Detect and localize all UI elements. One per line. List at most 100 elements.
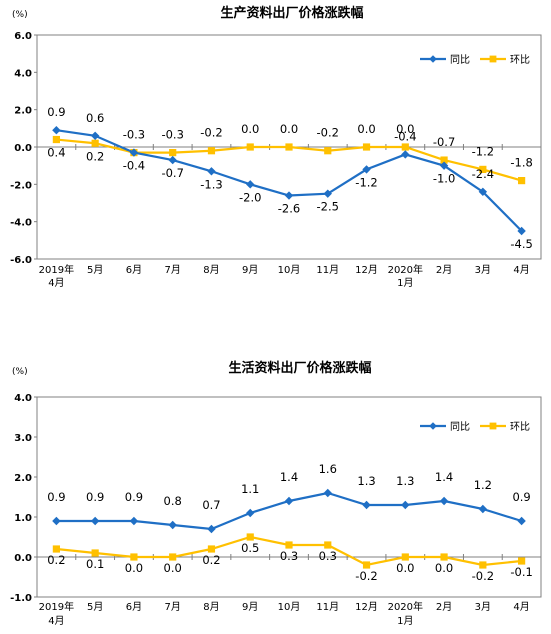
data-label: 0.0	[396, 561, 414, 575]
data-label: -0.4	[123, 159, 145, 173]
data-point	[479, 561, 487, 569]
x-tick-label: 1月	[397, 615, 413, 627]
data-label: -0.2	[355, 569, 377, 583]
data-point	[246, 180, 255, 189]
y-tick-label: -6.0	[10, 255, 32, 266]
y-tick-label: -1.0	[10, 593, 32, 604]
data-label: 1.1	[241, 482, 259, 496]
data-label: 0.2	[86, 149, 104, 163]
plot-area	[36, 396, 542, 598]
data-label: -1.3	[200, 177, 222, 191]
data-label: -1.2	[472, 144, 494, 158]
x-tick-label: 1月	[397, 277, 413, 289]
data-point	[285, 143, 293, 151]
data-label: 0.6	[86, 111, 104, 125]
data-point	[478, 187, 488, 196]
data-point	[440, 156, 448, 164]
x-tick-label: 2月	[436, 264, 452, 276]
data-label: 1.4	[435, 470, 453, 484]
data-point	[401, 500, 410, 510]
y-tick-label: -4.0	[10, 218, 32, 229]
data-point	[168, 520, 177, 530]
x-tick-label: 6月	[126, 264, 142, 276]
data-point	[401, 143, 409, 151]
data-label: -0.4	[394, 129, 416, 143]
data-label: 0.3	[280, 549, 298, 563]
y-axis-unit: (%)	[12, 10, 28, 20]
data-label: -0.2	[317, 126, 339, 140]
data-point	[130, 553, 138, 561]
data-point	[518, 557, 526, 565]
data-label: -2.4	[472, 167, 494, 181]
legend-label: 同比	[450, 54, 470, 66]
x-tick-label: 9月	[242, 601, 258, 613]
data-point	[324, 147, 332, 155]
data-label: 1.3	[357, 474, 375, 488]
legend-marker	[429, 422, 437, 430]
data-label: -0.7	[161, 166, 183, 180]
x-tick-label: 4月	[48, 277, 64, 289]
data-point	[401, 150, 410, 159]
legend: 同比 环比	[420, 54, 530, 66]
data-label: -2.6	[278, 202, 300, 216]
chart-title: 生活资料出厂价格涨跌幅	[228, 360, 371, 376]
y-tick-label: 2.0	[14, 473, 32, 484]
x-tick-label: 4月	[48, 615, 64, 627]
y-tick-label: 3.0	[14, 433, 32, 444]
data-label: -0.2	[200, 126, 222, 140]
data-label: 0.9	[125, 490, 143, 504]
data-label: 1.2	[474, 478, 492, 492]
data-point	[439, 161, 449, 170]
data-label: -0.2	[472, 569, 494, 583]
data-point	[207, 524, 216, 534]
data-point	[440, 553, 448, 561]
data-label: 0.7	[202, 498, 220, 512]
legend: 同比 环比	[420, 421, 530, 433]
legend-marker	[489, 55, 497, 63]
y-tick-label: 6.0	[14, 31, 32, 42]
data-point	[323, 488, 332, 498]
y-tick-label: 0.0	[14, 553, 32, 564]
data-label: 0.2	[47, 553, 65, 567]
x-tick-label: 9月	[242, 264, 258, 276]
data-point	[518, 177, 526, 185]
data-point	[517, 226, 526, 236]
x-tick-label: 8月	[203, 601, 219, 613]
data-label: 0.0	[125, 561, 143, 575]
data-label: 0.0	[435, 561, 453, 575]
data-point	[90, 131, 100, 140]
data-point	[439, 496, 449, 506]
chart-title: 生产资料出厂价格涨跌幅	[220, 5, 363, 21]
x-tick-label: 2019年	[39, 600, 74, 613]
data-label: 0.0	[357, 122, 375, 136]
data-label: 0.0	[280, 122, 298, 136]
data-label: 0.0	[241, 122, 259, 136]
data-label: -0.1	[510, 565, 532, 579]
data-point	[246, 143, 254, 151]
y-tick-label: 4.0	[14, 393, 32, 404]
data-point	[129, 516, 139, 526]
data-point	[207, 167, 216, 176]
y-tick-label: 0.0	[14, 143, 32, 154]
x-tick-label: 11月	[316, 601, 339, 613]
data-label: -0.7	[433, 135, 455, 149]
chart-1: 生产资料出厂价格涨跌幅 (%) 6.0 4.0 2.0 0.0 -2.0 -4.0 -6.0 20…	[10, 5, 542, 289]
legend-label: 同比	[450, 421, 470, 433]
data-label: 1.3	[396, 474, 414, 488]
data-label: 0.9	[47, 105, 65, 119]
y-tick-label: 4.0	[14, 68, 32, 79]
x-tick-label: 2019年	[39, 263, 74, 276]
y-tick-label: -2.0	[10, 180, 32, 191]
data-point	[52, 126, 61, 135]
x-tick-label: 3月	[475, 264, 491, 276]
data-point	[323, 189, 332, 198]
data-point	[52, 545, 60, 553]
data-label: 0.9	[86, 490, 104, 504]
data-label: -1.2	[355, 175, 377, 189]
x-tick-label: 10月	[278, 264, 301, 276]
data-point	[362, 561, 371, 569]
chart-2: 生活资料出厂价格涨跌幅 (%) 4.0 3.0 2.0 1.0 0.0 -1.0 2019年 4月…	[10, 360, 542, 627]
data-point	[362, 143, 371, 151]
data-point	[362, 165, 371, 174]
